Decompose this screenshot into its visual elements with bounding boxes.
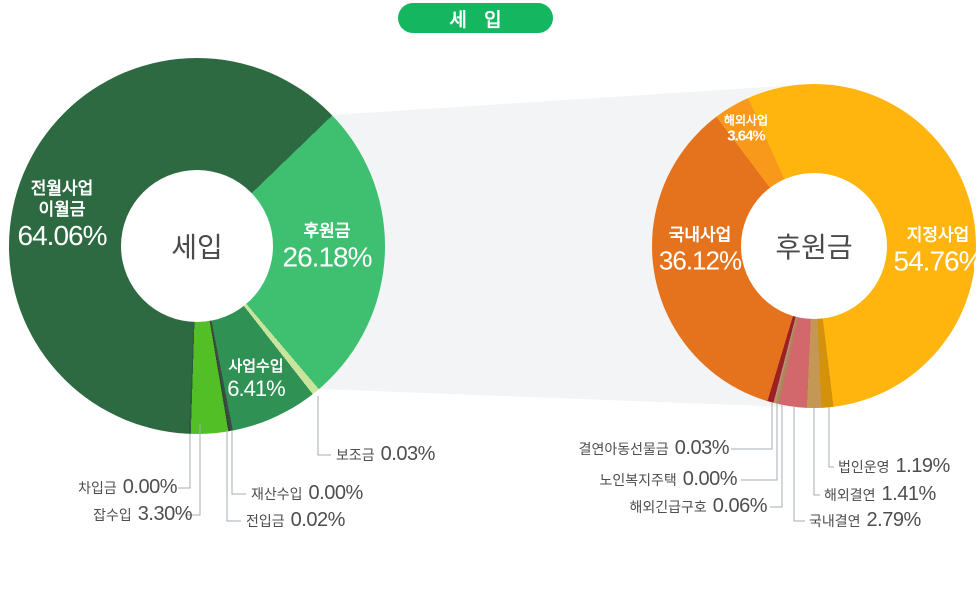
callout-property-income: 재산수입 0.00% (251, 482, 363, 504)
callout-misc-income: 잡수입 3.30% (93, 503, 192, 525)
donation-donut-chart: 후원금 (652, 84, 976, 408)
leader-line-property-income (231, 430, 246, 495)
donation-donut-hole: 후원금 (741, 173, 887, 319)
callout-sponsored-child-gifts: 결연아동선물금 0.03% (578, 437, 730, 459)
leader-line-overseas-emergency-relief (770, 405, 783, 508)
callout-senior-welfare-housing: 노인복지주택 0.00% (599, 468, 738, 490)
callout-corporate-operations: 법인운영 1.19% (838, 455, 950, 477)
leader-line-misc-income (185, 424, 201, 516)
segment-label-business-income: 사업수입 6.41% (227, 358, 285, 401)
segment-label-carryover: 전월사업 이월금 64.06% (17, 179, 108, 251)
leader-line-corporate-operations (828, 407, 834, 468)
leader-line-subsidies (317, 396, 331, 456)
segment-label-designated-programs: 지정사업 54.76% (893, 225, 980, 277)
segment-label-domestic-programs: 국내사업 36.12% (658, 225, 742, 276)
callout-domestic-sponsorship: 국내결연 2.79% (809, 509, 921, 531)
callout-borrowings: 차입금 0.00% (78, 476, 177, 498)
leader-line-transfers (226, 430, 241, 522)
donation-donut-center-label: 후원금 (775, 232, 853, 263)
leader-line-borrowings (178, 434, 191, 489)
callout-transfers: 전입금 0.02% (246, 509, 345, 531)
callout-subsidies: 보조금 0.03% (336, 443, 435, 465)
callout-overseas-sponsorship: 해외결연 1.41% (824, 483, 936, 505)
callout-overseas-emergency-relief: 해외긴급구호 0.06% (629, 495, 768, 517)
page-title: 세 입 (449, 9, 508, 31)
leader-line-senior-welfare-housing (741, 404, 778, 481)
revenue-donut-chart: 세입 (9, 58, 385, 434)
leader-line-overseas-sponsorship (813, 408, 820, 496)
revenue-donut-center-label: 세입 (171, 232, 223, 263)
revenue-donut-hole: 세입 (121, 170, 273, 322)
leader-line-domestic-sponsorship (793, 407, 805, 522)
segment-label-donations: 후원금 26.18% (282, 221, 373, 273)
leader-line-sponsored-child-gifts (731, 402, 773, 450)
title-pill: 세 입 (398, 3, 553, 33)
segment-label-overseas-programs: 해외사업 3.64% (723, 113, 769, 145)
